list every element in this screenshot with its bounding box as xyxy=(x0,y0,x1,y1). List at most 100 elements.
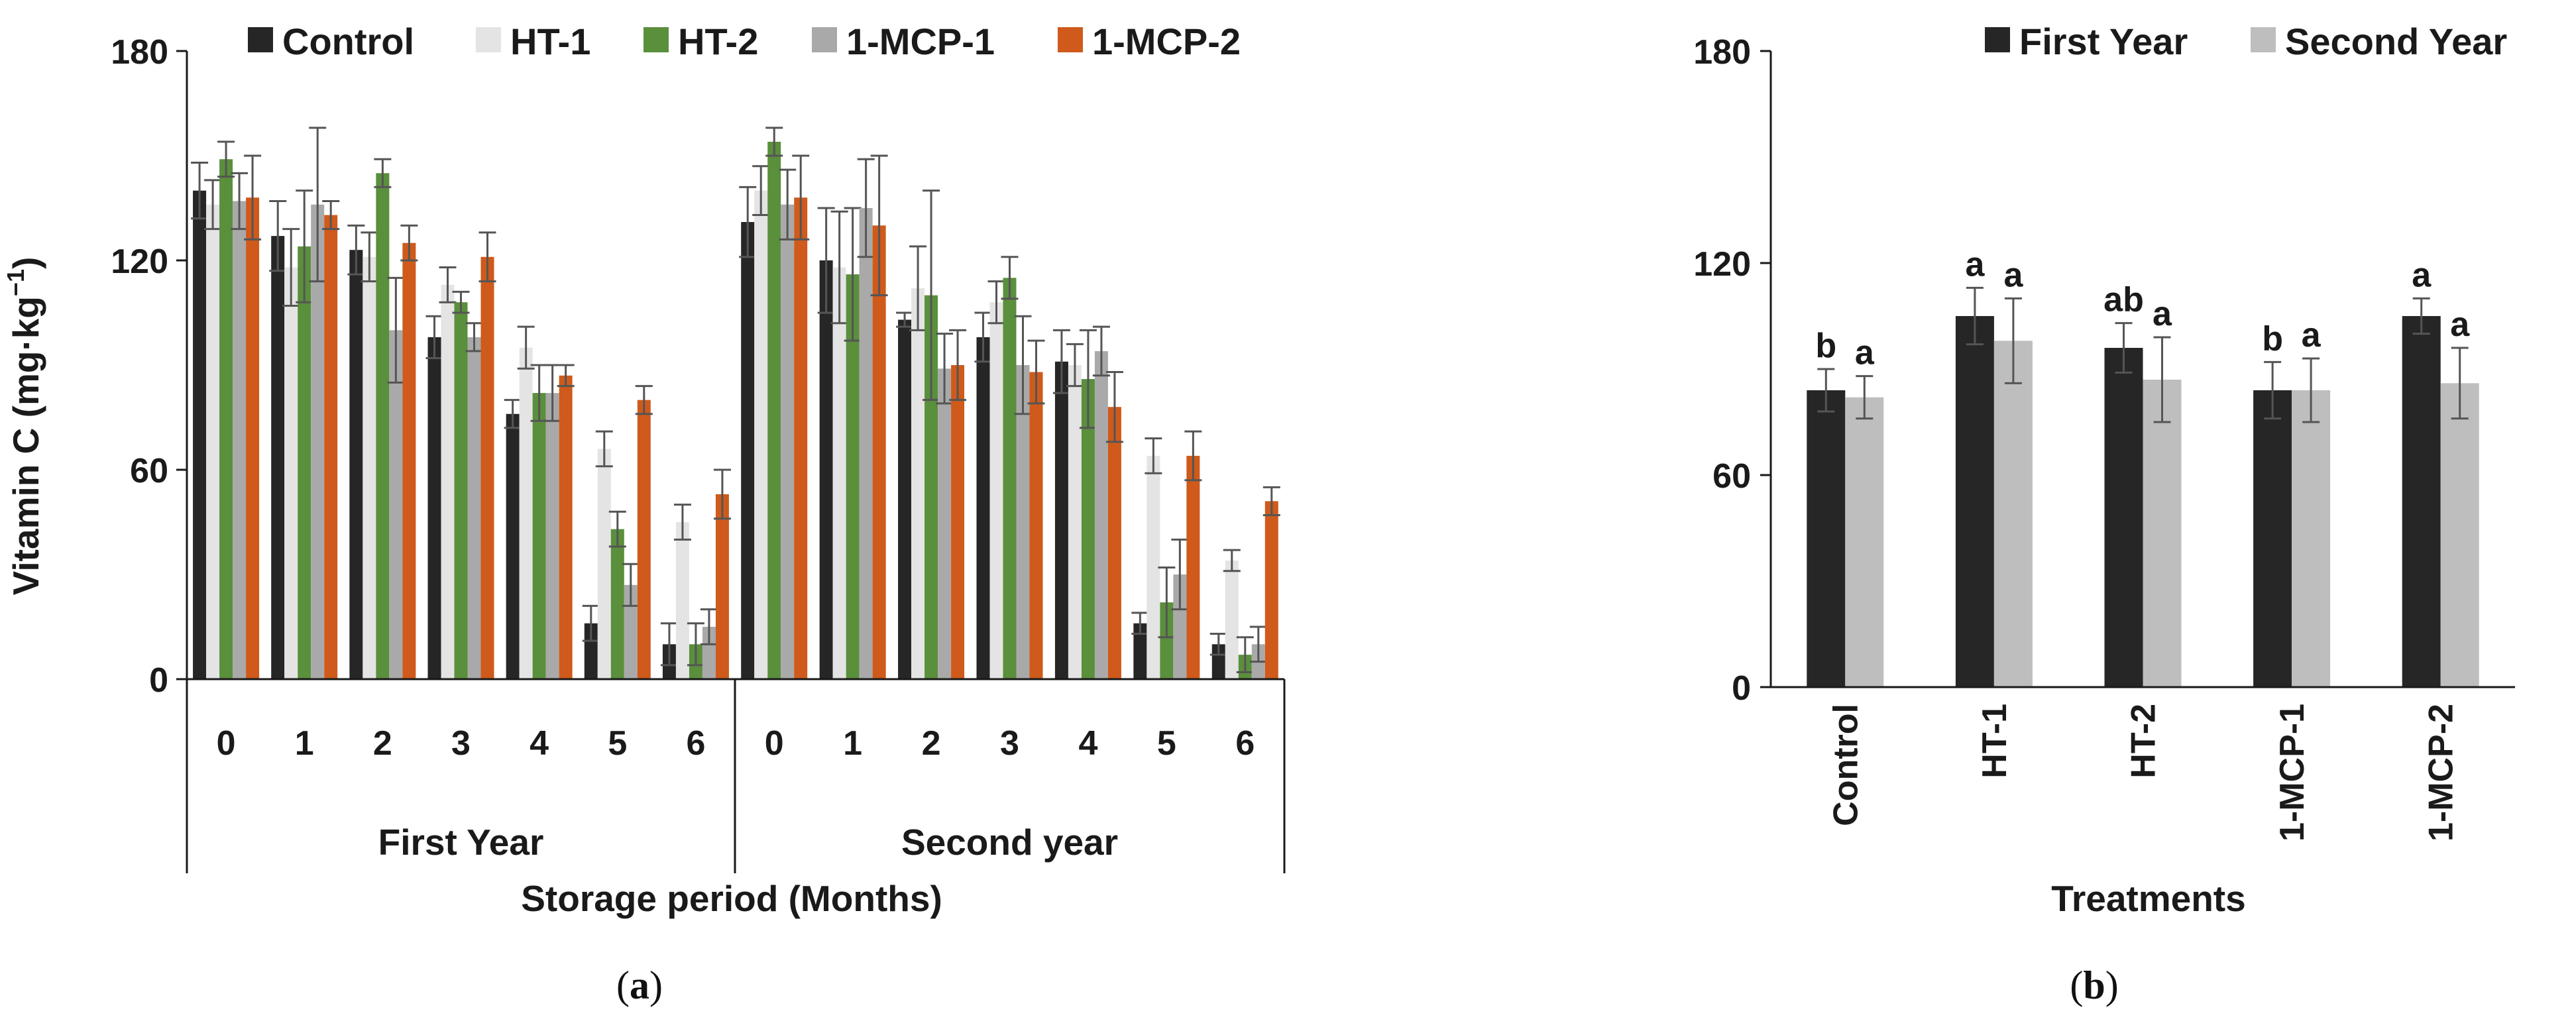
error-bar-a-0-2-3 xyxy=(387,276,405,384)
error-bar-a-1-0-1 xyxy=(752,165,770,217)
bar-a-0-6-4 xyxy=(715,494,729,679)
error-bar-a-1-2-0 xyxy=(896,311,914,328)
y-title-main: Vitamin C (mg·kg xyxy=(5,296,46,595)
bar-a-1-5-3 xyxy=(1173,574,1187,679)
bar-b-1-0 xyxy=(1955,316,1994,687)
bar-a-1-4-4 xyxy=(1107,407,1121,679)
bar-a-1-0-0 xyxy=(741,222,755,680)
error-bar-a-0-5-4 xyxy=(635,385,653,415)
bar-a-0-1-2 xyxy=(298,246,311,679)
error-bar-a-0-6-0 xyxy=(660,622,678,667)
error-bar-a-0-0-3 xyxy=(231,172,249,231)
y-axis-b: 0 60 120 180 xyxy=(1693,33,1772,708)
y-tick-label-b-1: 60 xyxy=(1712,457,1751,496)
bar-a-1-4-0 xyxy=(1054,361,1068,679)
x-tick-label-a-0-3: 3 xyxy=(451,724,471,763)
bar-a-0-1-4 xyxy=(324,215,338,679)
x-tick-label-a-1-5: 5 xyxy=(1157,724,1176,763)
legend-swatch-a-2 xyxy=(644,27,669,52)
bar-a-1-4-2 xyxy=(1081,379,1095,679)
error-bar-a-0-1-1 xyxy=(282,228,300,307)
error-bar-a-0-2-4 xyxy=(400,224,418,262)
bar-a-0-3-4 xyxy=(480,256,494,679)
bar-a-0-2-3 xyxy=(389,330,403,679)
error-bar-a-1-3-4 xyxy=(1027,339,1045,405)
legend-swatch-a-4 xyxy=(1058,27,1083,52)
x-tick-label-a-1-1: 1 xyxy=(843,724,862,763)
bar-a-1-5-1 xyxy=(1147,455,1160,679)
bar-a-0-5-4 xyxy=(637,400,651,679)
bar-a-1-2-4 xyxy=(951,365,965,679)
error-bar-b-1-0 xyxy=(1966,286,1984,346)
error-bar-a-1-4-1 xyxy=(1066,343,1084,388)
bars-a xyxy=(191,127,1280,680)
error-bar-a-0-6-4 xyxy=(713,468,731,520)
error-bar-b-3-1 xyxy=(2302,357,2320,423)
legend-label-a-4: 1-MCP-2 xyxy=(1092,21,1241,62)
bar-a-0-1-3 xyxy=(311,204,325,679)
x-tick-label-a-1-3: 3 xyxy=(1000,724,1019,763)
bar-a-1-2-2 xyxy=(924,295,938,680)
x-axis-title-a: Storage period (Months) xyxy=(521,878,942,919)
x-tick-label-a-1-0: 0 xyxy=(765,724,784,763)
bar-a-1-5-2 xyxy=(1160,602,1174,679)
bar-a-0-4-4 xyxy=(559,375,573,679)
error-bar-a-1-5-1 xyxy=(1145,437,1162,474)
legend-label-a-2: HT-2 xyxy=(678,21,758,62)
panel-label-b: (b) xyxy=(2070,963,2118,1007)
bar-a-0-4-1 xyxy=(519,347,533,679)
group-label-a-1: Second year xyxy=(901,822,1118,863)
error-bar-a-0-1-3 xyxy=(309,127,327,283)
x-tick-label-a-1-4: 4 xyxy=(1078,724,1097,763)
error-bar-a-1-6-4 xyxy=(1262,486,1280,516)
error-bar-a-1-3-0 xyxy=(974,311,992,363)
bar-a-1-1-3 xyxy=(859,208,873,679)
y-tick-label-a-0: 0 xyxy=(149,661,168,700)
bar-a-0-0-4 xyxy=(246,197,260,679)
bar-a-0-5-0 xyxy=(584,623,598,679)
bar-a-0-2-4 xyxy=(402,243,416,680)
error-bar-a-0-0-4 xyxy=(244,154,262,241)
bar-a-1-1-1 xyxy=(832,267,846,679)
sig-label-b-2-0: ab xyxy=(2103,281,2144,319)
x-tick-label-b-3: 1-MCP-1 xyxy=(2273,704,2312,841)
bar-a-1-6-0 xyxy=(1211,644,1225,679)
y-tick-label-b-0: 0 xyxy=(1732,669,1751,708)
sig-label-b-1-0: a xyxy=(1965,245,1985,284)
bar-b-1-1 xyxy=(1993,341,2033,687)
sig-label-b-0-0: b xyxy=(1815,327,1836,365)
error-bar-a-0-5-0 xyxy=(582,604,600,642)
sig-label-b-4-0: a xyxy=(2412,256,2432,294)
bar-a-0-0-1 xyxy=(206,204,220,679)
panel-a-close: ) xyxy=(649,963,663,1007)
error-bar-a-1-6-3 xyxy=(1249,625,1267,663)
x-tick-label-a-0-2: 2 xyxy=(373,724,392,763)
bar-b-4-1 xyxy=(2440,383,2479,687)
error-bar-a-1-3-2 xyxy=(1001,256,1019,300)
error-bar-a-0-3-2 xyxy=(452,290,470,314)
panel-b-close: ) xyxy=(2105,963,2119,1007)
sig-label-b-3-0: b xyxy=(2262,319,2283,358)
bar-b-0-0 xyxy=(1807,390,1846,687)
x-tick-label-a-1-6: 6 xyxy=(1235,724,1255,763)
x-tick-label-a-1-2: 2 xyxy=(922,724,941,763)
x-tick-label-a-0-6: 6 xyxy=(686,724,705,763)
error-bar-a-1-1-0 xyxy=(817,207,835,314)
error-bar-a-0-3-0 xyxy=(425,315,443,359)
error-bar-a-1-2-1 xyxy=(909,245,927,331)
error-bar-b-2-0 xyxy=(2115,322,2133,374)
error-bar-a-0-6-2 xyxy=(687,622,704,667)
legend-label-b-0: First Year xyxy=(2019,21,2188,62)
bar-a-1-0-2 xyxy=(767,141,781,679)
sig-label-b-1-1: a xyxy=(2003,256,2023,294)
y-axis-title-a: Vitamin C (mg·kg−1) xyxy=(2,257,46,596)
error-bar-a-1-0-2 xyxy=(765,127,783,157)
bar-a-0-2-2 xyxy=(376,173,390,679)
legend-label-b-1: Second Year xyxy=(2285,21,2507,62)
y-title-sup: −1 xyxy=(2,269,29,296)
legend-label-a-3: 1-MCP-1 xyxy=(846,21,995,62)
bar-a-0-5-2 xyxy=(610,529,624,679)
bars-b: b aa aab ab aaa xyxy=(1807,245,2479,687)
panel-label-a: (a) xyxy=(616,963,663,1007)
panel-b-letter: b xyxy=(2083,963,2105,1007)
